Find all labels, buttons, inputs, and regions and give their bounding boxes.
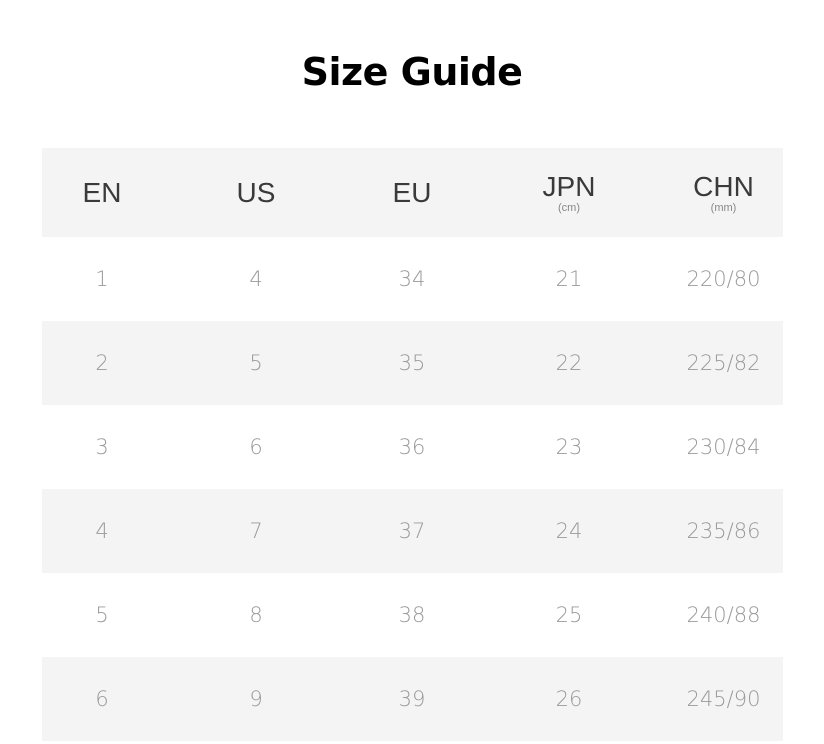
column-label: US — [236, 176, 276, 208]
column-unit: (cm) — [558, 201, 580, 214]
table-cell: 38 — [398, 603, 426, 627]
table-cell: 25 — [555, 603, 583, 627]
table-cell: 220/80 — [686, 267, 761, 291]
table-header: EN US EU JPN (cm) CHN (mm) — [42, 148, 783, 237]
table-cell: 6 — [249, 435, 263, 459]
table-cell: 7 — [249, 519, 263, 543]
table-cell: 2 — [95, 351, 109, 375]
table-cell: 34 — [398, 267, 426, 291]
table-cell: 21 — [555, 267, 583, 291]
column-label: EU — [392, 176, 432, 208]
column-header-en: EN — [42, 176, 162, 208]
table-cell: 24 — [555, 519, 583, 543]
table-cell: 5 — [249, 351, 263, 375]
table-cell: 235/86 — [686, 519, 761, 543]
table-row: 4 7 37 24 235/86 — [42, 489, 783, 573]
table-cell: 39 — [398, 687, 426, 711]
table-cell: 245/90 — [686, 687, 761, 711]
table-cell: 4 — [95, 519, 109, 543]
table-row: 5 8 38 25 240/88 — [42, 573, 783, 657]
column-header-chn: CHN (mm) — [664, 170, 783, 214]
table-cell: 26 — [555, 687, 583, 711]
table-cell: 9 — [249, 687, 263, 711]
table-cell: 22 — [555, 351, 583, 375]
table-cell: 8 — [249, 603, 263, 627]
table-cell: 23 — [555, 435, 583, 459]
table-cell: 6 — [95, 687, 109, 711]
column-unit: (mm) — [710, 201, 737, 214]
size-table: EN US EU JPN (cm) CHN (mm) 1 4 34 21 220/80 2 5 35 22 2… — [42, 148, 783, 741]
table-cell: 37 — [398, 519, 426, 543]
column-header-us: US — [162, 176, 350, 208]
table-cell: 5 — [95, 603, 109, 627]
column-label: EN — [82, 176, 122, 208]
table-cell: 4 — [249, 267, 263, 291]
table-row: 6 9 39 26 245/90 — [42, 657, 783, 741]
table-cell: 230/84 — [686, 435, 761, 459]
table-cell: 36 — [398, 435, 426, 459]
table-cell: 225/82 — [686, 351, 761, 375]
column-header-jpn: JPN (cm) — [474, 170, 664, 214]
table-row: 3 6 36 23 230/84 — [42, 405, 783, 489]
column-label: CHN — [693, 170, 754, 202]
table-cell: 3 — [95, 435, 109, 459]
table-cell: 35 — [398, 351, 426, 375]
table-cell: 1 — [95, 267, 109, 291]
table-row: 1 4 34 21 220/80 — [42, 237, 783, 321]
column-header-eu: EU — [350, 176, 474, 208]
table-row: 2 5 35 22 225/82 — [42, 321, 783, 405]
page-title: Size Guide — [301, 50, 523, 94]
column-label: JPN — [542, 170, 596, 202]
table-cell: 240/88 — [686, 603, 761, 627]
